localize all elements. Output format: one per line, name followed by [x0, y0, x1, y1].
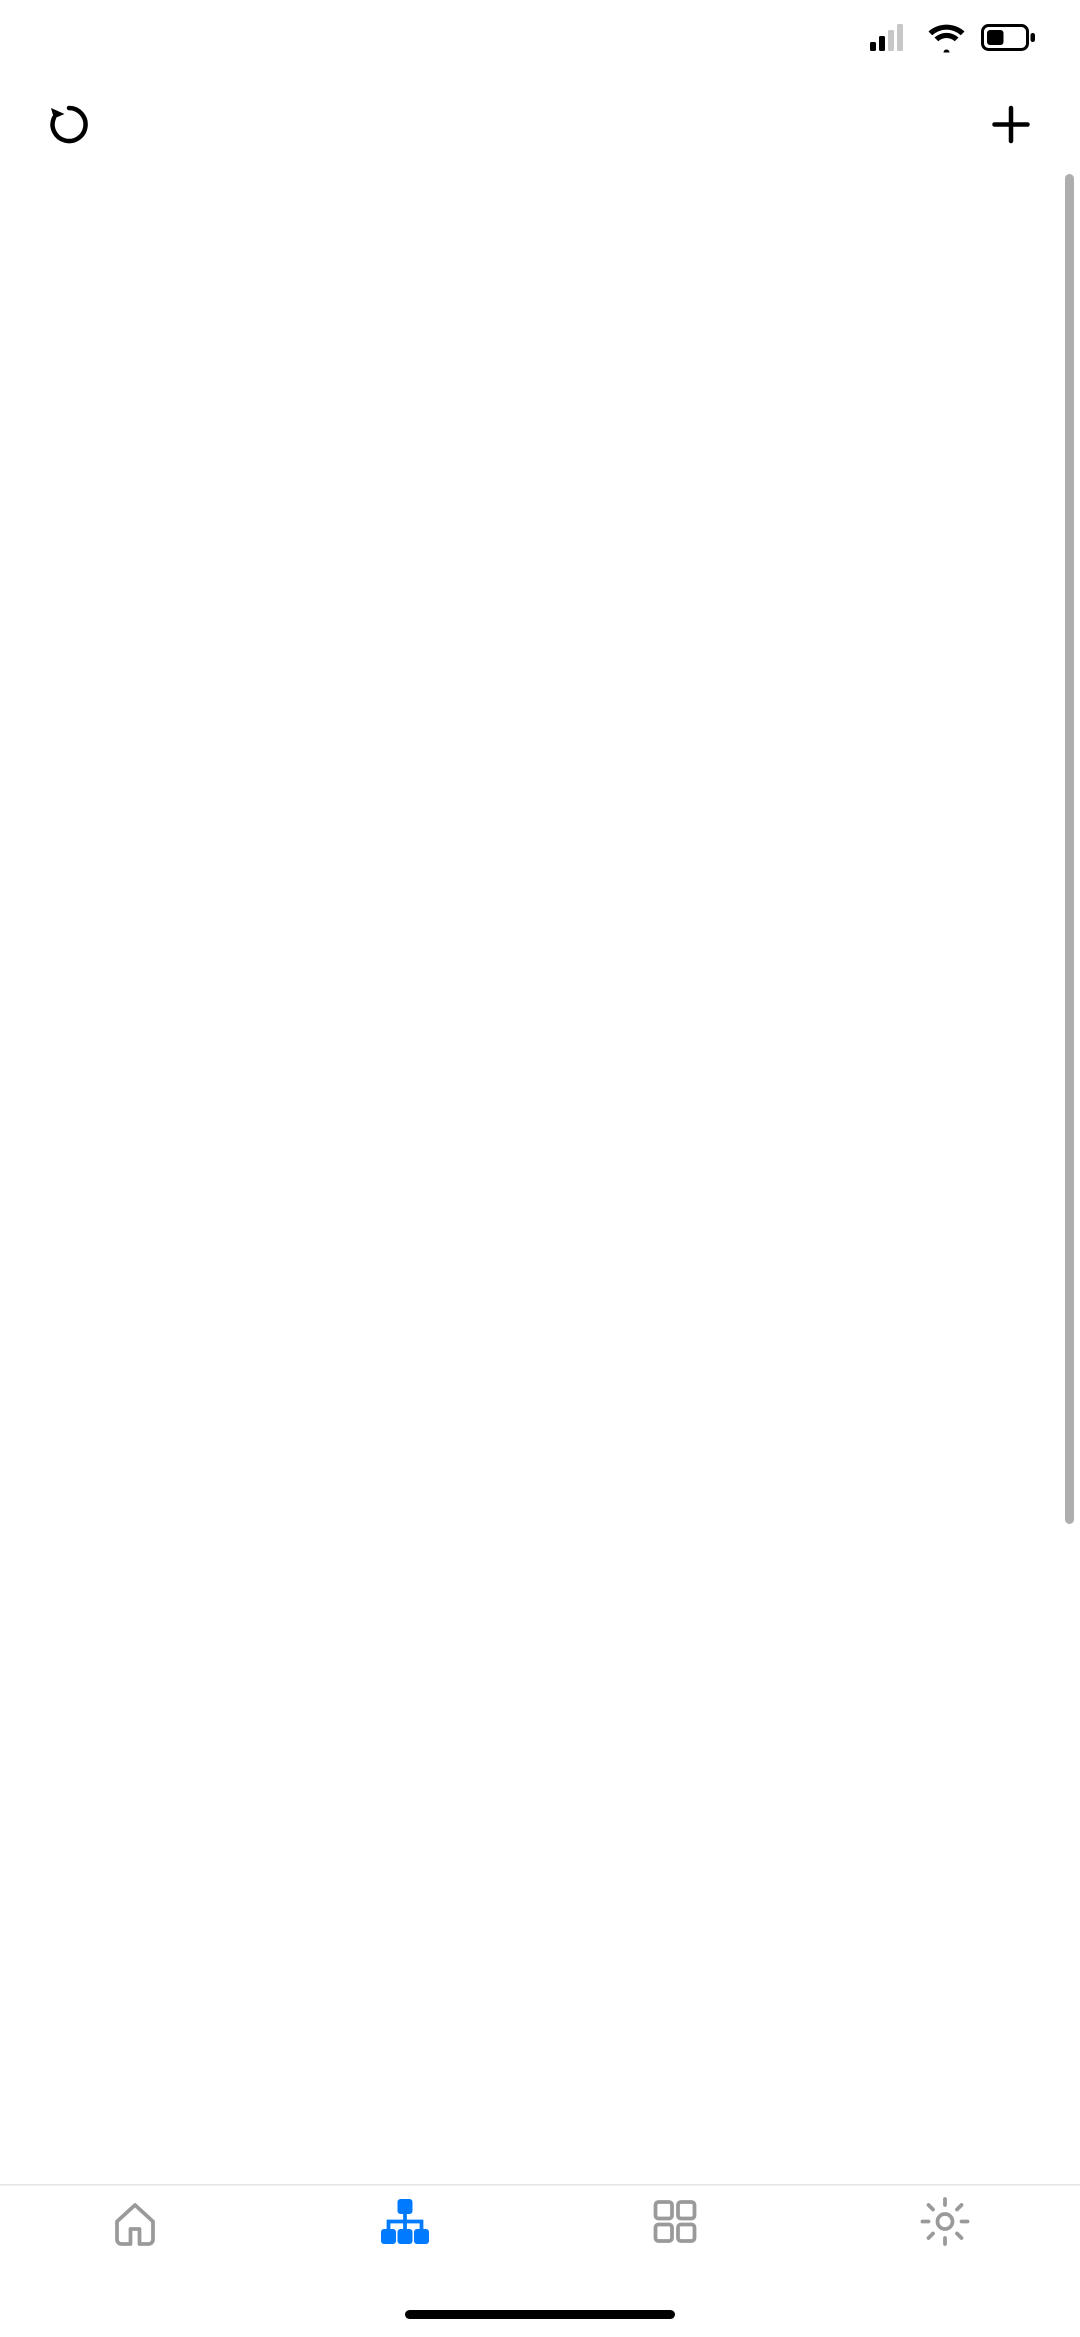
- topology-stage: [0, 168, 1080, 2184]
- scrollbar-indicator: [1065, 174, 1074, 1524]
- status-bar: [0, 0, 1080, 81]
- add-button[interactable]: [981, 95, 1041, 155]
- topology-scroll[interactable]: [30, 168, 1050, 2184]
- grid-icon: [648, 2195, 702, 2257]
- tab-bar: [0, 2184, 1080, 2337]
- status-icons: [870, 22, 1035, 60]
- home-icon: [108, 2195, 162, 2257]
- toolbar: [0, 81, 1080, 168]
- home-indicator[interactable]: [405, 2310, 675, 2319]
- topology-icon: [378, 2195, 432, 2257]
- refresh-button[interactable]: [39, 95, 99, 155]
- tab-settings[interactable]: [810, 2195, 1080, 2337]
- wifi-icon: [927, 22, 966, 60]
- cellular-icon: [870, 23, 912, 58]
- gear-icon: [918, 2195, 972, 2257]
- tab-status[interactable]: [0, 2195, 270, 2337]
- battery-icon: [981, 23, 1035, 58]
